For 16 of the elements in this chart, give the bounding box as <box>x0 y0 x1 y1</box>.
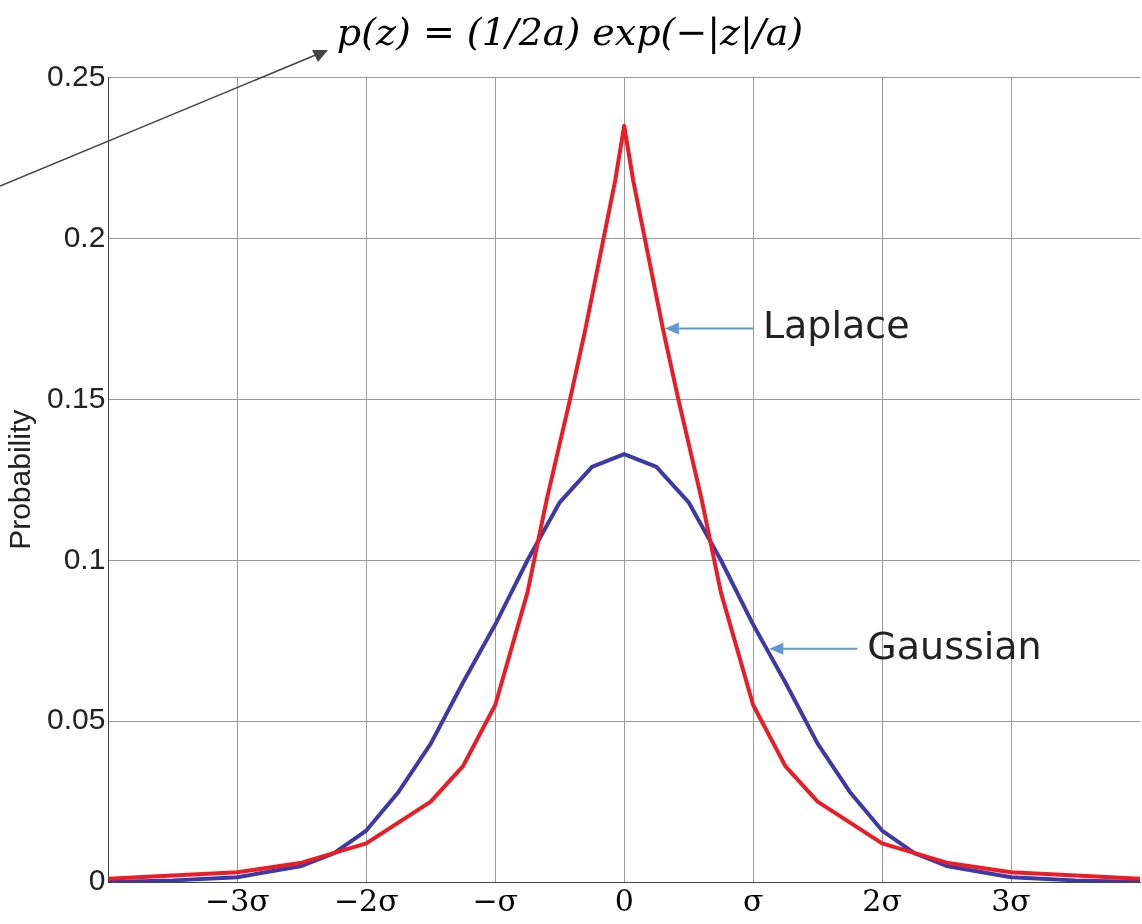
y-tick-label: 0.15 <box>47 380 106 414</box>
y-tick-label: 0.25 <box>47 58 106 92</box>
chart-title: p(z) = (1/2a) exp(−|z|/a) <box>336 9 804 54</box>
x-tick-label: −σ <box>472 882 519 918</box>
y-tick-label: 0.1 <box>63 541 106 575</box>
x-tick-label: 2σ <box>862 882 902 918</box>
y-tick-label: 0.2 <box>63 219 106 253</box>
y-tick-label: 0.05 <box>47 702 106 736</box>
x-tick-label: 3σ <box>991 882 1031 918</box>
x-tick-label: σ <box>742 882 764 918</box>
y-axis-title: Probability <box>3 409 37 550</box>
annotation: Laplace <box>762 303 910 348</box>
annotation: Gaussian <box>867 623 1042 668</box>
x-tick-label: −2σ <box>333 882 399 918</box>
x-tick-label: −3σ <box>204 882 270 918</box>
x-tick-label: 0 <box>614 882 634 918</box>
